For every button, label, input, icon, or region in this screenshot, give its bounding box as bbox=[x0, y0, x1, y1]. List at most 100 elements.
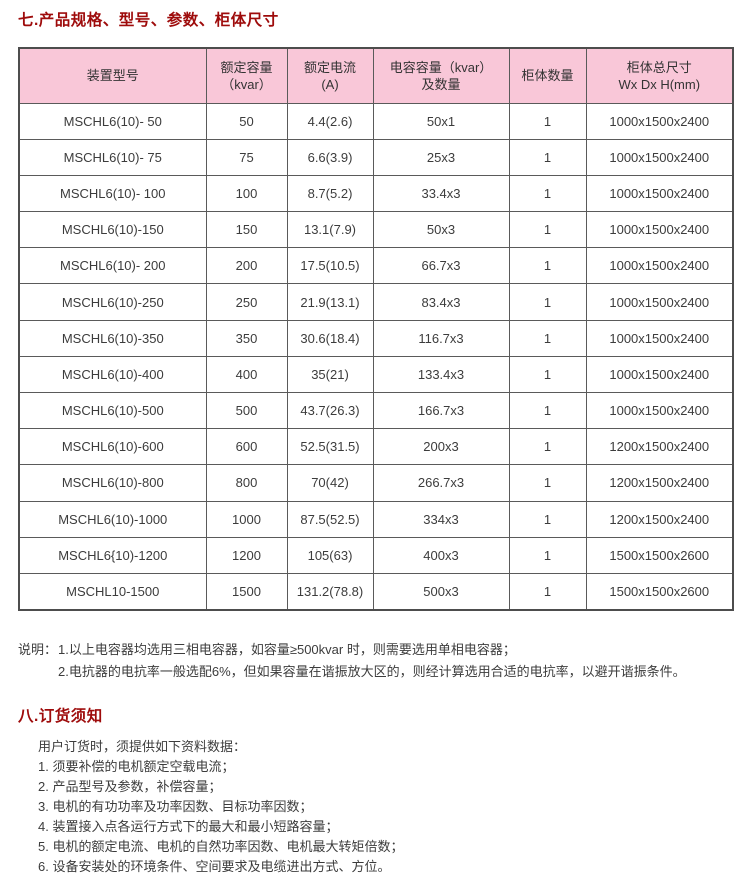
ordering-list-item: 3. 电机的有功功率及功率因数、目标功率因数； bbox=[38, 799, 313, 814]
product-spec-table: 装置型号 额定容量 （kvar） 额定电流 (A) 电容容量（kvar） 及数量 柜体数… bbox=[18, 47, 734, 611]
header-row: 装置型号 额定容量 （kvar） 额定电流 (A) 电容容量（kvar） 及数量 柜体数… bbox=[18, 47, 734, 104]
table-cell: 1 bbox=[508, 355, 587, 394]
table-cell: 43.7(26.3) bbox=[286, 391, 374, 430]
table-row: MSCHL6(10)-600 600 52.5(31.5) 200x3 1 1200x15… bbox=[18, 428, 734, 466]
table-row: MSCHL6(10)-350 350 30.6(18.4) 116.7x3 1 1000x… bbox=[18, 319, 734, 357]
table-row: MSCHL6(10)- 100 100 8.7(5.2) 33.4x3 1 1000x15… bbox=[18, 174, 734, 213]
table-cell: 1 bbox=[508, 500, 587, 538]
ordering-list-item: 2. 产品型号及参数，补偿容量； bbox=[38, 779, 222, 794]
table-cell: 1200x1500x2400 bbox=[585, 500, 734, 538]
table-cell: MSCHL6(10)-350 bbox=[18, 319, 207, 357]
table-cell: 100 bbox=[205, 174, 288, 213]
table-cell: 150 bbox=[205, 211, 288, 249]
table-cell: 1 bbox=[508, 572, 587, 611]
table-cell: 1200x1500x2400 bbox=[585, 428, 734, 466]
ordering-section: 用户订货时，须提供如下资料数据： 1. 须要补偿的电机额定空载电流； 2. 产品型… bbox=[38, 737, 728, 877]
section-7-title: 七.产品规格、型号、参数、柜体尺寸 bbox=[18, 12, 279, 29]
table-cell: 52.5(31.5) bbox=[286, 428, 374, 466]
ordering-intro: 用户订货时，须提供如下资料数据： bbox=[38, 739, 247, 754]
table-cell: 1 bbox=[508, 536, 587, 574]
table-cell: MSCHL6(10)-600 bbox=[18, 428, 207, 466]
table-row: MSCHL6(10)- 75 75 6.6(3.9) 25x3 1 1000x1500x2… bbox=[18, 138, 734, 176]
note-text-2: 2.电抗器的电抗率一般选配6%，但如果容量在谐振放大区的，则经计算选用合适的电抗… bbox=[58, 664, 686, 679]
table-cell: MSCHL6(10)-800 bbox=[18, 464, 207, 502]
table-cell: 50x3 bbox=[372, 211, 510, 249]
table-cell: MSCHL6(10)- 100 bbox=[18, 174, 207, 213]
table-cell: 334x3 bbox=[372, 500, 510, 538]
section-8-title: 八.订货须知 bbox=[18, 708, 103, 725]
table-cell: 30.6(18.4) bbox=[286, 319, 374, 357]
table-cell: 4.4(2.6) bbox=[286, 102, 374, 140]
table-cell: MSCHL6(10)- 75 bbox=[18, 138, 207, 176]
table-row: MSCHL6(10)- 200 200 17.5(10.5) 66.7x3 1 1000x… bbox=[18, 247, 734, 285]
header-cell: 柜体总尺寸 Wx Dx H(mm) bbox=[585, 47, 734, 104]
note-text-1: 1.以上电容器均选用三相电容器，如容量≥500kvar 时，则需要选用单相电容器… bbox=[58, 642, 516, 657]
table-cell: 166.7x3 bbox=[372, 391, 510, 430]
ordering-list-item: 1. 须要补偿的电机额定空载电流； bbox=[38, 759, 235, 774]
notes-label: 说明： bbox=[18, 642, 58, 657]
table-cell: 1000x1500x2400 bbox=[585, 247, 734, 285]
table-cell: MSCHL6(10)- 200 bbox=[18, 247, 207, 285]
table-cell: MSCHL6(10)- 50 bbox=[18, 102, 207, 140]
table-cell: 21.9(13.1) bbox=[286, 283, 374, 321]
spec-table-header: 装置型号 额定容量 （kvar） 额定电流 (A) 电容容量（kvar） 及数量 柜体数… bbox=[18, 47, 734, 104]
header-cell: 额定电流 (A) bbox=[286, 47, 374, 104]
note-line: 说明：1.以上电容器均选用三相电容器，如容量≥500kvar 时，则需要选用单相… bbox=[18, 639, 732, 661]
table-cell: 87.5(52.5) bbox=[286, 500, 374, 538]
table-notes: 说明：1.以上电容器均选用三相电容器，如容量≥500kvar 时，则需要选用单相… bbox=[18, 639, 732, 683]
table-cell: 1000x1500x2400 bbox=[585, 391, 734, 430]
table-cell: 70(42) bbox=[286, 464, 374, 502]
table-cell: 131.2(78.8) bbox=[286, 572, 374, 611]
table-cell: MSCHL6(10)-1000 bbox=[18, 500, 207, 538]
spec-table-body: MSCHL6(10)- 50 50 4.4(2.6) 50x1 1 1000x1500x2… bbox=[18, 102, 734, 611]
table-cell: 1 bbox=[508, 174, 587, 213]
table-cell: 500x3 bbox=[372, 572, 510, 611]
table-cell: 75 bbox=[205, 138, 288, 176]
table-cell: 50x1 bbox=[372, 102, 510, 140]
table-row: MSCHL6(10)-500 500 43.7(26.3) 166.7x3 1 1000x… bbox=[18, 391, 734, 430]
table-cell: 1 bbox=[508, 247, 587, 285]
table-cell: 1 bbox=[508, 391, 587, 430]
table-cell: MSCHL6{10)-1200 bbox=[18, 536, 207, 574]
table-cell: MSCHL10-1500 bbox=[18, 572, 207, 611]
table-row: MSCHL6(10)-400 400 35(21) 133.4x3 1 1000x1500… bbox=[18, 355, 734, 394]
table-cell: 66.7x3 bbox=[372, 247, 510, 285]
table-cell: 1000x1500x2400 bbox=[585, 283, 734, 321]
table-row: MSCHL6{10)-1200 1200 105(63) 400x3 1 1500x150… bbox=[18, 536, 734, 574]
table-cell: 1000 bbox=[205, 500, 288, 538]
table-cell: 116.7x3 bbox=[372, 319, 510, 357]
table-cell: MSCHL6(10)-150 bbox=[18, 211, 207, 249]
ordering-list-item: 4. 装置接入点各运行方式下的最大和最小短路容量； bbox=[38, 819, 339, 834]
table-row: MSCHL6(10)- 50 50 4.4(2.6) 50x1 1 1000x1500x2… bbox=[18, 102, 734, 140]
header-cell: 额定容量 （kvar） bbox=[205, 47, 288, 104]
table-row: MSCHL10-1500 1500 131.2(78.8) 500x3 1 1500x15… bbox=[18, 572, 734, 611]
ordering-list-item: 5. 电机的额定电流、电机的自然功率因数、电机最大转矩倍数； bbox=[38, 839, 404, 854]
note-line: 2.电抗器的电抗率一般选配6%，但如果容量在谐振放大区的，则经计算选用合适的电抗… bbox=[18, 661, 732, 683]
ordering-list: 1. 须要补偿的电机额定空载电流； 2. 产品型号及参数，补偿容量； 3. 电机的有… bbox=[38, 757, 728, 877]
table-cell: 35(21) bbox=[286, 355, 374, 394]
table-row: MSCHL6(10)-800 800 70(42) 266.7x3 1 1200x1500… bbox=[18, 464, 734, 502]
table-cell: 1000x1500x2400 bbox=[585, 174, 734, 213]
table-cell: 8.7(5.2) bbox=[286, 174, 374, 213]
table-cell: 1500x1500x2600 bbox=[585, 572, 734, 611]
table-cell: 1 bbox=[508, 211, 587, 249]
table-cell: MSCHL6(10)-500 bbox=[18, 391, 207, 430]
table-cell: 1000x1500x2400 bbox=[585, 355, 734, 394]
table-cell: 800 bbox=[205, 464, 288, 502]
table-cell: 1 bbox=[508, 283, 587, 321]
table-cell: 1000x1500x2400 bbox=[585, 102, 734, 140]
table-cell: 25x3 bbox=[372, 138, 510, 176]
table-cell: 83.4x3 bbox=[372, 283, 510, 321]
table-row: MSCHL6(10)-1000 1000 87.5(52.5) 334x3 1 1200x… bbox=[18, 500, 734, 538]
table-cell: 1 bbox=[508, 319, 587, 357]
header-cell: 装置型号 bbox=[18, 47, 207, 104]
table-cell: 6.6(3.9) bbox=[286, 138, 374, 176]
table-cell: 600 bbox=[205, 428, 288, 466]
table-cell: MSCHL6(10)-250 bbox=[18, 283, 207, 321]
table-cell: 1000x1500x2400 bbox=[585, 211, 734, 249]
table-cell: 1000x1500x2400 bbox=[585, 138, 734, 176]
table-cell: 200 bbox=[205, 247, 288, 285]
table-cell: 200x3 bbox=[372, 428, 510, 466]
table-cell: 400x3 bbox=[372, 536, 510, 574]
table-cell: 1500x1500x2600 bbox=[585, 536, 734, 574]
